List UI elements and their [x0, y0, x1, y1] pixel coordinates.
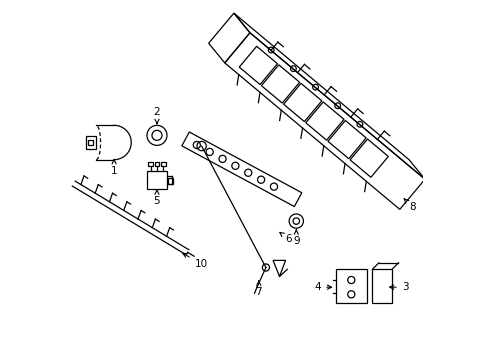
Bar	[86, 136, 96, 149]
Bar	[372, 269, 391, 303]
Text: 7: 7	[255, 281, 262, 297]
Bar	[167, 178, 173, 184]
Text: 9: 9	[292, 230, 299, 246]
Text: 8: 8	[403, 199, 415, 212]
Bar	[335, 269, 366, 303]
Bar	[88, 140, 93, 145]
Text: 2: 2	[153, 108, 160, 123]
Bar	[147, 171, 166, 189]
Bar	[148, 162, 152, 166]
Text: 4: 4	[314, 282, 331, 292]
Text: 6: 6	[279, 233, 292, 244]
Text: 5: 5	[153, 190, 160, 206]
Bar	[161, 162, 165, 166]
Text: 3: 3	[389, 282, 407, 292]
Text: 10: 10	[183, 253, 207, 269]
Text: 1: 1	[111, 159, 117, 176]
Bar	[155, 162, 159, 166]
